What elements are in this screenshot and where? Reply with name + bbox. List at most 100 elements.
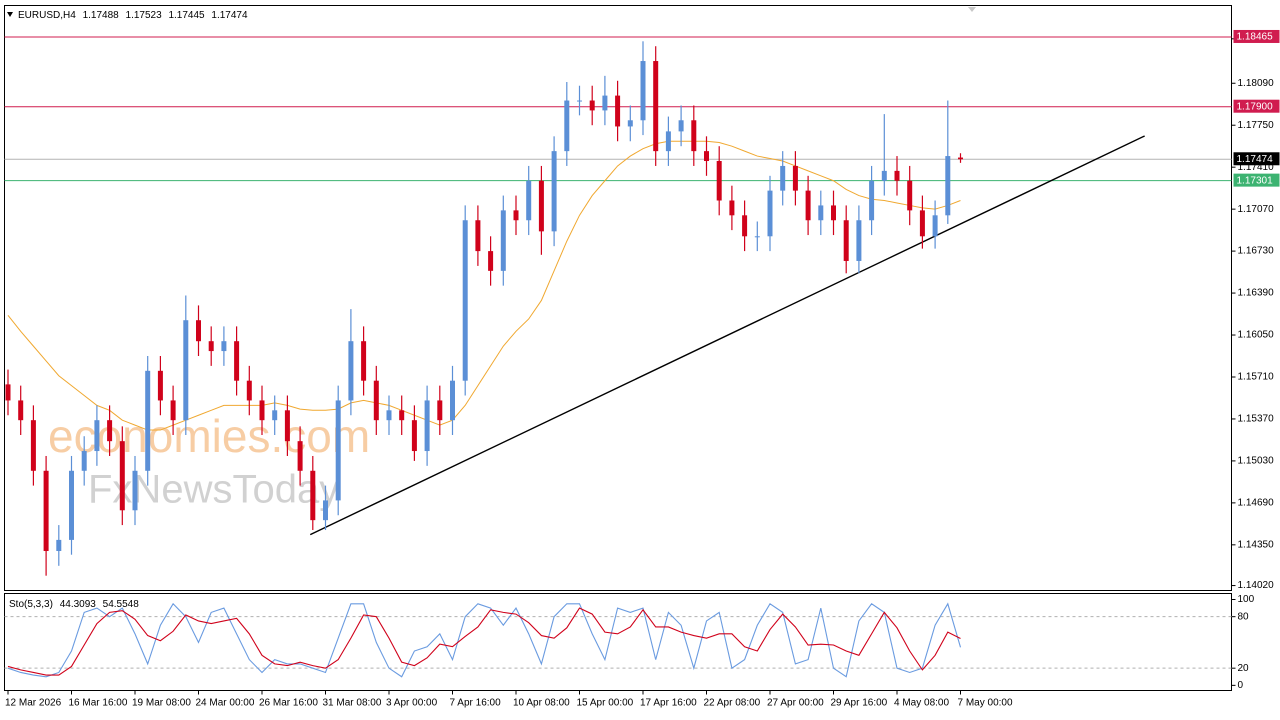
candle — [348, 309, 354, 416]
candle — [780, 151, 786, 206]
moving-average — [7, 140, 961, 431]
indicator-d: 54.5548 — [103, 599, 140, 610]
candle — [424, 385, 430, 466]
indicator-header: Sto(5,3,3) 44.3093 54.5548 — [9, 599, 139, 610]
candle — [335, 385, 341, 516]
level-tag-label: 1.17474 — [1237, 154, 1274, 165]
candle-body — [183, 320, 189, 421]
candle-body — [488, 251, 494, 271]
y-tick-label: 1.18090 — [1238, 78, 1275, 89]
candle-body — [450, 380, 455, 421]
candle — [958, 153, 963, 163]
candle-body — [399, 410, 405, 421]
candle-body — [843, 220, 849, 261]
candle — [678, 105, 684, 147]
x-tick-label: 26 Mar 16:00 — [259, 698, 318, 709]
candle-body — [145, 370, 151, 471]
candle-body — [958, 157, 963, 160]
candle — [272, 395, 278, 435]
ohlc-open: 1.17488 — [83, 10, 120, 21]
candle-body — [475, 220, 481, 252]
candle — [488, 236, 494, 286]
candle — [94, 405, 100, 466]
candle-body — [729, 200, 735, 216]
y-tick-label: 1.16050 — [1238, 330, 1275, 341]
x-tick-label: 29 Apr 16:00 — [831, 698, 888, 709]
candle-body — [43, 470, 49, 552]
x-tick-label: 16 Mar 16:00 — [69, 698, 128, 709]
candle-body — [5, 384, 11, 401]
candle-body — [894, 170, 900, 181]
candle-body — [704, 151, 709, 162]
candle — [386, 395, 392, 435]
candle — [246, 365, 252, 416]
candle-body — [386, 410, 392, 421]
candle-body — [272, 410, 278, 421]
level-tag-label: 1.18465 — [1237, 32, 1274, 43]
ohlc-close: 1.17474 — [211, 10, 248, 21]
x-tick-label: 10 Apr 08:00 — [513, 698, 570, 709]
x-tick-label: 27 Apr 00:00 — [767, 698, 824, 709]
x-tick-label: 15 Apr 00:00 — [577, 698, 634, 709]
candle-body — [94, 420, 100, 452]
candle — [221, 326, 227, 366]
candle — [30, 405, 36, 486]
x-tick-label: 24 Mar 00:00 — [196, 698, 255, 709]
candle — [437, 385, 443, 435]
candle-body — [932, 215, 938, 237]
candle-body — [780, 165, 786, 191]
candle-body — [716, 161, 722, 201]
candle — [640, 41, 646, 136]
candle — [500, 195, 506, 286]
candle — [145, 356, 151, 486]
trendline — [309, 135, 1145, 536]
menu-arrow[interactable] — [7, 12, 13, 17]
candle-body — [678, 120, 684, 132]
candle-body — [691, 120, 697, 152]
candle-body — [907, 180, 913, 211]
y2-tick-label: 80 — [1238, 611, 1250, 622]
candle-body — [132, 470, 138, 511]
candle-body — [602, 95, 608, 111]
indicator-name: Sto(5,3,3) — [9, 599, 53, 610]
candle — [945, 100, 951, 224]
candle-body — [157, 370, 163, 401]
y2-tick-label: 0 — [1238, 680, 1244, 691]
candle-body — [424, 400, 430, 452]
candle-body — [234, 341, 240, 381]
y-tick-label: 1.15370 — [1238, 414, 1275, 425]
level-tag — [1233, 99, 1280, 113]
candle — [297, 426, 303, 486]
candle-body — [653, 61, 659, 152]
y-tick-label: 1.16390 — [1238, 288, 1275, 299]
symbol: EURUSD,H4 — [18, 10, 76, 21]
candle-body — [551, 151, 557, 232]
candle-body — [310, 470, 316, 521]
candle-body — [792, 165, 798, 191]
candle — [869, 165, 875, 236]
candle-body — [81, 451, 87, 471]
candle — [56, 525, 62, 566]
candle-body — [335, 400, 341, 501]
x-tick-label: 17 Apr 16:00 — [640, 698, 697, 709]
candle-body — [513, 210, 519, 221]
candle-body — [754, 236, 760, 238]
y-tick-label: 1.16730 — [1238, 246, 1275, 257]
candle-body — [462, 220, 468, 381]
candle-body — [361, 341, 367, 381]
y2-tick-label: 100 — [1238, 594, 1255, 605]
candle-body — [526, 180, 532, 221]
indicator-k: 44.3093 — [60, 599, 97, 610]
candle-body — [615, 95, 621, 127]
candle — [284, 395, 290, 456]
x-tick-label: 19 Mar 08:00 — [132, 698, 191, 709]
candle-body — [196, 320, 201, 342]
x-tick-label: 3 Apr 00:00 — [386, 698, 438, 709]
candle — [881, 114, 887, 196]
candle — [716, 146, 722, 216]
candle-body — [119, 441, 125, 511]
candle-body — [56, 539, 62, 552]
candle-body — [208, 341, 214, 352]
candle-body — [18, 400, 24, 421]
candle — [411, 405, 417, 461]
